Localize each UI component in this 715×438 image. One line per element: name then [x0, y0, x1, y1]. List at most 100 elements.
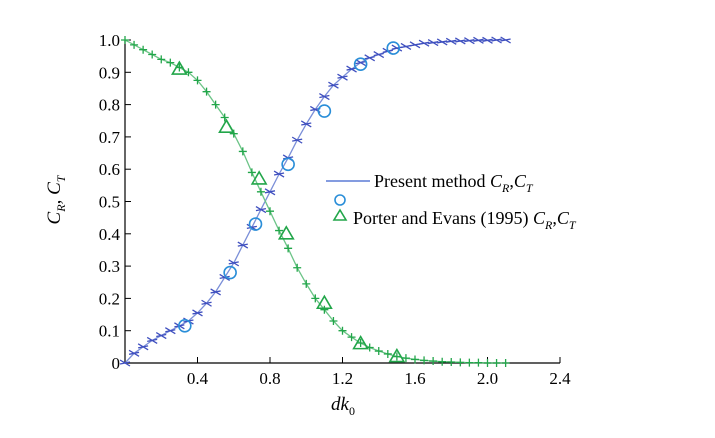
data-point-CT_present	[148, 50, 157, 59]
data-point-CT_present	[284, 244, 293, 253]
x-tick-label: 0.8	[259, 369, 280, 388]
data-point-CT_present	[338, 326, 347, 335]
data-point-CT_present	[238, 147, 247, 156]
data-point-CR_present	[391, 44, 403, 52]
data-point-CT_present	[211, 100, 220, 109]
y-tick-label: 0.8	[99, 96, 120, 115]
data-point-CT_present	[311, 294, 320, 303]
data-point-CT_present	[374, 347, 383, 356]
legend-entry-porter: Porter and Evans (1995) CR,CT	[353, 208, 577, 232]
legend-entry-present: Present method CR,CT	[374, 171, 534, 195]
legend-porter-sub1: R	[544, 218, 553, 232]
legend-present-sub2: T	[526, 181, 534, 195]
y-tick-label: 0.3	[99, 257, 120, 276]
data-point-CR_porter	[317, 104, 332, 118]
x-tick-label: 0.4	[187, 369, 209, 388]
y-tick-label: 0	[112, 354, 121, 373]
data-point-CR_present	[137, 343, 149, 351]
data-point-CT_present	[483, 359, 492, 367]
data-point-CR_present	[427, 39, 439, 47]
data-point-CT_present	[293, 263, 302, 272]
series-line-CT_present	[124, 39, 506, 364]
data-point-CT_present	[229, 129, 238, 138]
data-point-CR_present	[192, 309, 203, 317]
data-point-CR_present	[482, 36, 493, 44]
data-point-CT_present	[302, 279, 311, 288]
y-axis-label-sub1: R	[54, 204, 68, 213]
data-point-CT_present	[429, 357, 438, 366]
data-point-CR_present	[237, 241, 249, 249]
data-point-CR_present	[500, 36, 511, 44]
x-axis-label-sub: 0	[349, 404, 355, 418]
data-point-CR_present	[464, 37, 475, 45]
data-point-CR_present	[146, 336, 158, 344]
data-point-CT_present	[392, 352, 401, 361]
data-point-CT_porter	[250, 170, 268, 185]
legend-circle-marker	[334, 194, 346, 206]
data-point-CT_present	[130, 40, 139, 49]
y-axis-label: CR, CT	[44, 174, 68, 224]
data-point-CR_porter	[248, 217, 263, 231]
y-tick-label: 0.1	[99, 322, 120, 341]
data-point-CT_present	[139, 45, 148, 54]
x-ticks: 0.4 0.8 1.2 1.6 2.0 2.4	[187, 357, 571, 388]
data-point-CR_present	[436, 38, 448, 46]
data-point-CT_porter	[315, 294, 333, 310]
data-point-CR_present	[291, 136, 303, 144]
y-tick-label: 0.6	[99, 160, 120, 179]
data-point-CR_present	[454, 37, 466, 45]
legend-present-c2: C	[514, 171, 527, 191]
data-point-CT_present	[220, 113, 229, 122]
series-layer	[119, 36, 511, 367]
data-point-CT_porter	[170, 60, 188, 75]
legend-present-comma: ,	[509, 171, 514, 191]
data-point-CT_present	[447, 358, 456, 367]
data-point-CR_present	[264, 188, 276, 196]
data-point-CT_present	[121, 36, 129, 44]
data-point-CR_present	[346, 65, 357, 73]
x-tick-label: 2.4	[549, 369, 571, 388]
y-tick-label: 0.4	[99, 225, 121, 244]
data-point-CR_present	[319, 92, 330, 101]
y-tick-label: 0.5	[99, 193, 120, 212]
data-point-CR_present	[155, 331, 167, 340]
legend-porter-comma: ,	[552, 208, 557, 228]
legend-entry-porter-text: Porter and Evans (1995)	[353, 208, 533, 229]
legend-present-c1: C	[490, 171, 503, 191]
legend-porter-sub2: T	[569, 218, 577, 232]
data-point-CT_present	[166, 58, 175, 67]
x-tick-label: 2.0	[477, 369, 498, 388]
y-tick-label: 0.7	[99, 128, 121, 147]
y-axis-label-c2: , C	[44, 182, 65, 205]
y-axis-label-sub2: T	[54, 174, 68, 182]
data-point-CR_present	[418, 39, 430, 47]
y-ticks: 0 0.1 0.2 0.3 0.4 0.5 0.6 0.7 0.8 0.9 1.0	[99, 31, 131, 373]
data-point-CT_present	[256, 187, 265, 196]
data-point-CT_present	[193, 76, 202, 85]
data-point-CT_present	[202, 87, 211, 96]
data-point-CR_porter	[386, 41, 401, 55]
data-point-CR_present	[201, 299, 212, 307]
data-point-CT_porter	[388, 347, 406, 363]
data-point-CT_present	[501, 359, 510, 367]
data-point-CR_present	[210, 288, 221, 296]
data-point-CT_present	[320, 305, 329, 314]
data-point-CR_present	[400, 42, 412, 51]
data-point-CT_present	[356, 338, 365, 347]
y-tick-label: 0.9	[99, 63, 120, 82]
data-point-CR_present	[473, 36, 484, 44]
data-point-CR_present	[119, 359, 131, 367]
data-point-CT_present	[420, 356, 429, 365]
data-point-CT_present	[411, 355, 419, 364]
data-point-CR_porter	[353, 57, 368, 72]
data-point-CR_present	[373, 50, 385, 59]
data-point-CT_present	[474, 358, 483, 367]
x-tick-label: 1.6	[404, 369, 425, 388]
x-axis-label-main: dk	[331, 394, 350, 415]
data-point-CT_present	[383, 349, 392, 358]
legend-porter-c1: C	[533, 208, 546, 228]
data-point-CT_present	[275, 226, 284, 235]
data-point-CR_present	[328, 81, 339, 89]
data-point-CT_present	[266, 207, 274, 216]
